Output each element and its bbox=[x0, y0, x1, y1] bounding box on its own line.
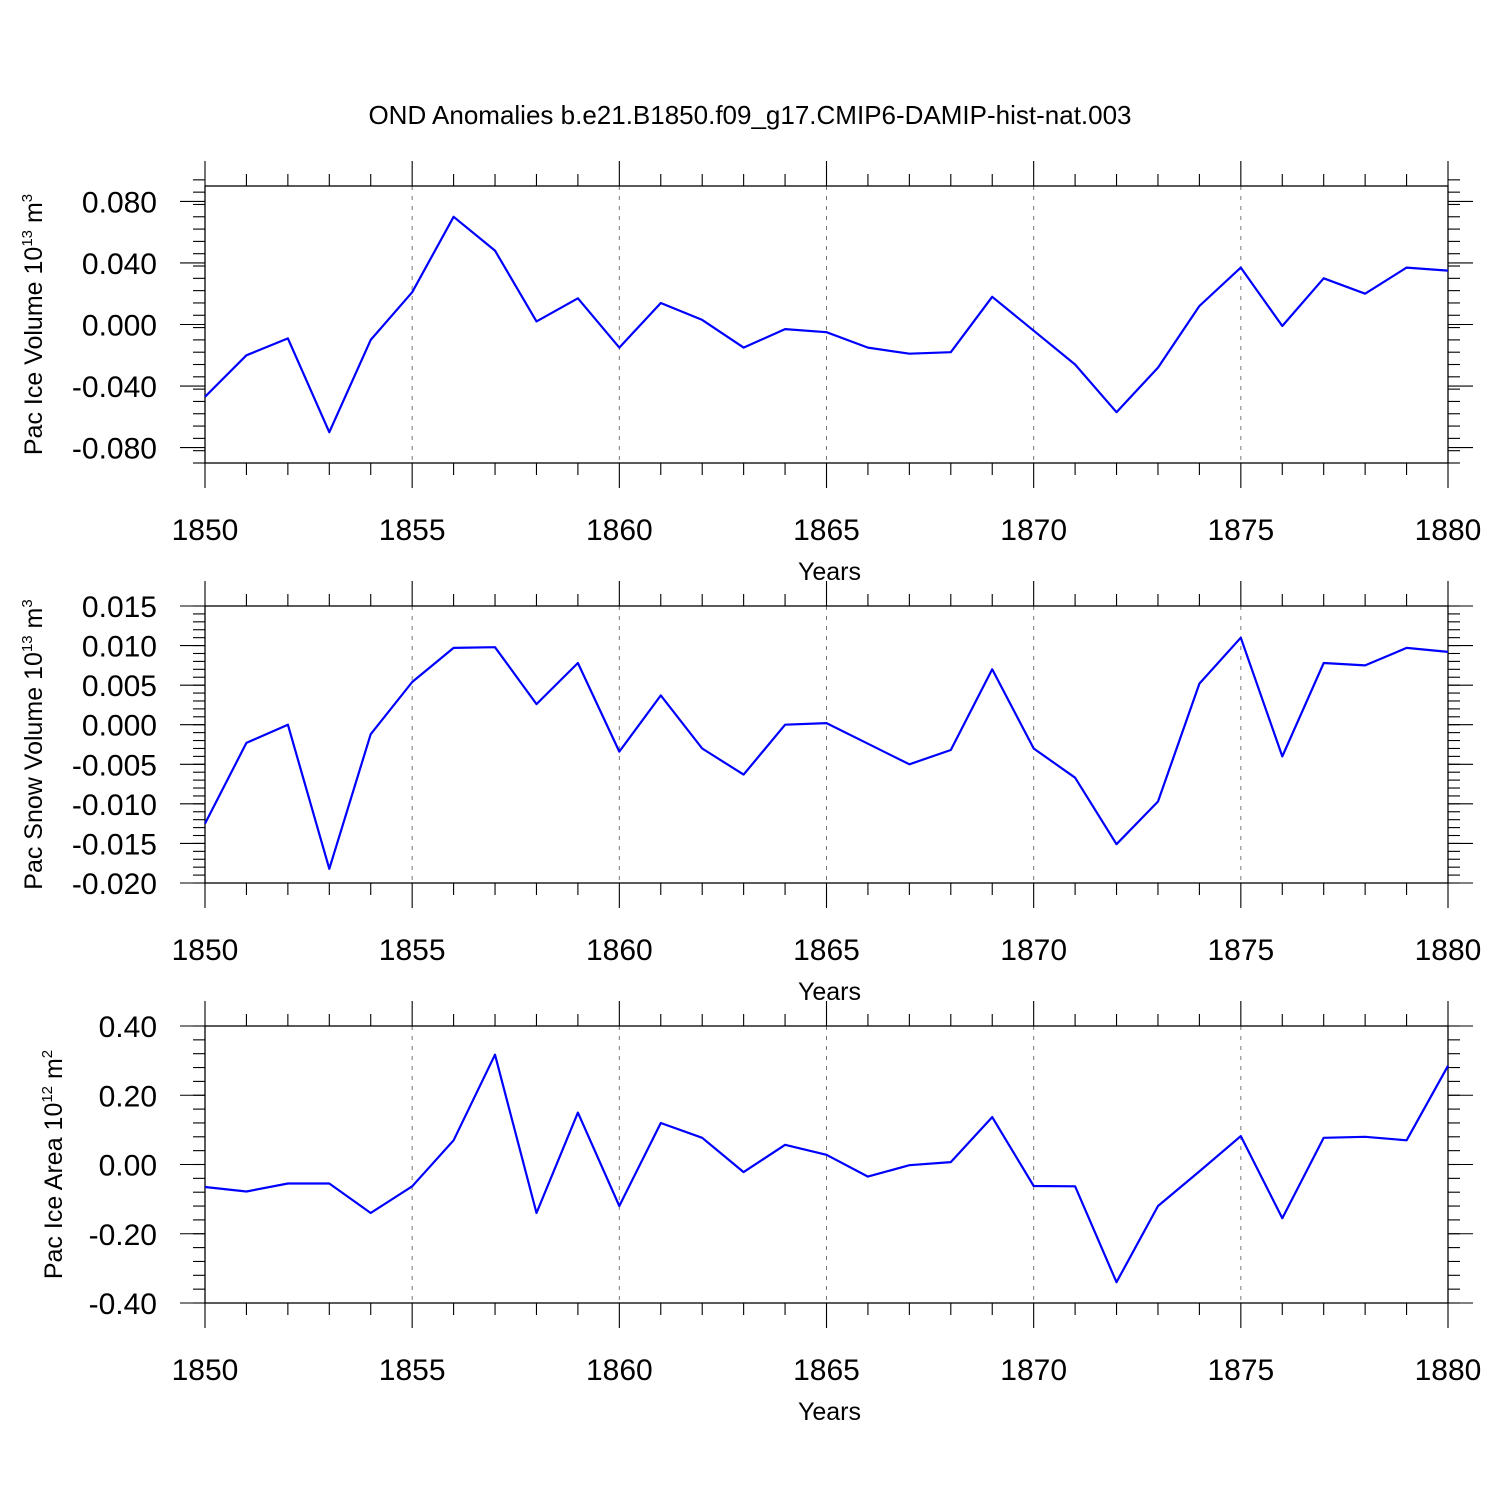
y-axis-label-superscript: 3 bbox=[19, 194, 36, 202]
x-tick-label: 1855 bbox=[379, 514, 446, 547]
x-tick-label: 1850 bbox=[172, 1354, 239, 1387]
y-tick-label: 0.015 bbox=[82, 591, 157, 624]
x-tick-label: 1875 bbox=[1207, 934, 1274, 967]
y-tick-label: -0.080 bbox=[72, 433, 157, 466]
x-tick-label: 1870 bbox=[1000, 514, 1067, 547]
y-tick-label: -0.005 bbox=[72, 749, 157, 782]
x-tick-label: 1865 bbox=[793, 1354, 860, 1387]
y-axis-label-part: Pac Snow Volume 10 bbox=[20, 652, 48, 890]
panel-ice-volume: -0.080 -0.040 0.000 0.040 0.080 1850 1855 1860 1… bbox=[19, 161, 1481, 586]
y-axis-label-part: m bbox=[40, 1058, 68, 1086]
x-tick-label: 1860 bbox=[586, 1354, 653, 1387]
series-line bbox=[204, 215, 1449, 434]
series-line bbox=[204, 1053, 1449, 1284]
y-tick-label: 0.010 bbox=[82, 631, 157, 664]
x-tick-label: 1870 bbox=[1000, 934, 1067, 967]
x-tick-label: 1855 bbox=[379, 1354, 446, 1387]
panel-ice-area: -0.40 -0.20 0.00 0.20 0.40 1850 1855 1860 1865 18… bbox=[39, 1001, 1481, 1426]
x-tick-label: 1870 bbox=[1000, 1354, 1067, 1387]
y-axis-label-superscript: 2 bbox=[39, 1050, 56, 1058]
y-tick-label: -0.040 bbox=[72, 371, 157, 404]
x-tick-label: 1855 bbox=[379, 934, 446, 967]
y-tick-label: -0.40 bbox=[89, 1288, 157, 1321]
x-tick-label: 1875 bbox=[1207, 1354, 1274, 1387]
x-axis-label: Years bbox=[798, 1398, 861, 1426]
y-tick-label: -0.020 bbox=[72, 868, 157, 901]
x-tick-label: 1865 bbox=[793, 934, 860, 967]
y-axis-label: Pac Ice Volume 1013 m3 bbox=[19, 194, 48, 455]
x-axis-label: Years bbox=[798, 978, 861, 1006]
y-axis-label-part: Pac Ice Area 10 bbox=[40, 1103, 68, 1280]
y-tick-label: 0.00 bbox=[99, 1150, 157, 1183]
x-tick-label: 1860 bbox=[586, 514, 653, 547]
y-tick-label: 0.080 bbox=[82, 186, 157, 219]
y-axis-label-part: Pac Ice Volume 10 bbox=[20, 247, 48, 455]
y-tick-label: 0.000 bbox=[82, 710, 157, 743]
y-axis-label: Pac Snow Volume 1013 m3 bbox=[19, 599, 48, 889]
y-tick-label: 0.20 bbox=[99, 1080, 157, 1113]
x-tick-label: 1880 bbox=[1415, 1354, 1482, 1387]
panel-snow-volume: -0.020 -0.015 -0.010 -0.005 0.000 0.005 0.010 0… bbox=[19, 581, 1481, 1006]
x-tick-label: 1880 bbox=[1415, 934, 1482, 967]
y-tick-label: -0.010 bbox=[72, 789, 157, 822]
y-tick-label: 0.040 bbox=[82, 248, 157, 281]
x-tick-label: 1875 bbox=[1207, 514, 1274, 547]
x-tick-label: 1880 bbox=[1415, 514, 1482, 547]
y-axis-label-superscript: 12 bbox=[39, 1086, 56, 1103]
y-tick-label: 0.40 bbox=[99, 1011, 157, 1044]
x-tick-label: 1850 bbox=[172, 514, 239, 547]
figure-title: OND Anomalies b.e21.B1850.f09_g17.CMIP6-… bbox=[368, 100, 1131, 130]
y-axis-label-superscript: 3 bbox=[19, 599, 36, 607]
y-axis-label: Pac Ice Area 1012 m2 bbox=[39, 1050, 68, 1279]
series-line bbox=[204, 636, 1449, 870]
x-tick-label: 1860 bbox=[586, 934, 653, 967]
y-axis-label-superscript: 13 bbox=[19, 635, 36, 652]
x-axis-label: Years bbox=[798, 558, 861, 586]
y-axis-label-part: m bbox=[20, 608, 48, 636]
y-tick-label: 0.000 bbox=[82, 310, 157, 343]
y-tick-label: -0.015 bbox=[72, 828, 157, 861]
x-tick-label: 1865 bbox=[793, 514, 860, 547]
x-tick-label: 1850 bbox=[172, 934, 239, 967]
y-axis-label-superscript: 13 bbox=[19, 230, 36, 247]
y-tick-label: -0.20 bbox=[89, 1219, 157, 1252]
y-tick-label: 0.005 bbox=[82, 670, 157, 703]
y-axis-label-part: m bbox=[20, 202, 48, 230]
